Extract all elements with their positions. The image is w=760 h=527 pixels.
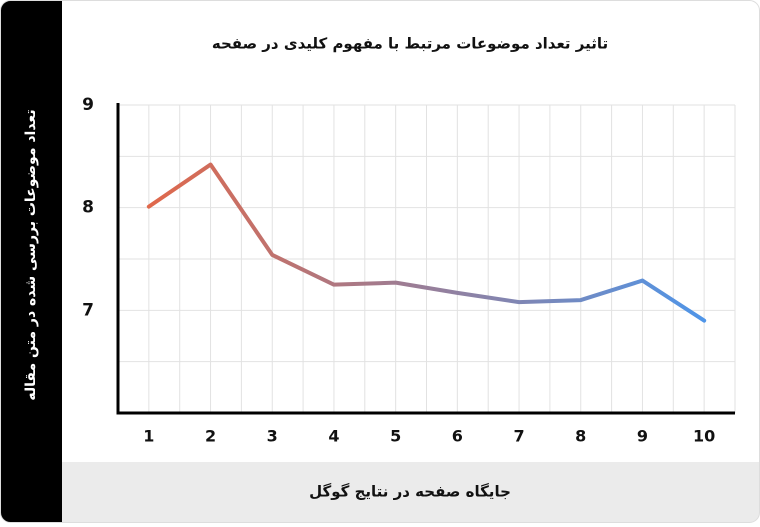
x-tick-label: 6	[452, 427, 463, 446]
x-label-band	[62, 462, 760, 523]
x-tick-label: 3	[267, 427, 278, 446]
chart-title: تاثیر تعداد موضوعات مرتبط با مفهوم کلیدی…	[212, 35, 608, 53]
y-axis-label: تعداد موضوعات بررسی شده در متن مقاله	[23, 109, 39, 400]
x-tick-label: 2	[205, 427, 216, 446]
x-tick-label: 5	[390, 427, 401, 446]
plot: 7 8 9 1 2 3 4 5 6 7 8 9 10	[82, 95, 736, 446]
x-tick-label: 8	[575, 427, 586, 446]
y-tick-label: 9	[82, 95, 94, 115]
x-tick-label: 10	[693, 427, 715, 446]
x-axis-label: جایگاه صفحه در نتایج گوگل	[309, 483, 511, 501]
x-tick-label: 1	[143, 427, 154, 446]
x-tick-label: 4	[328, 427, 339, 446]
y-tick-label: 8	[82, 198, 94, 218]
line	[146, 162, 707, 323]
x-tick-label: 7	[513, 427, 524, 446]
y-tick-label: 7	[82, 300, 94, 320]
x-tick-label: 9	[637, 427, 648, 446]
y-label-band	[0, 0, 62, 523]
